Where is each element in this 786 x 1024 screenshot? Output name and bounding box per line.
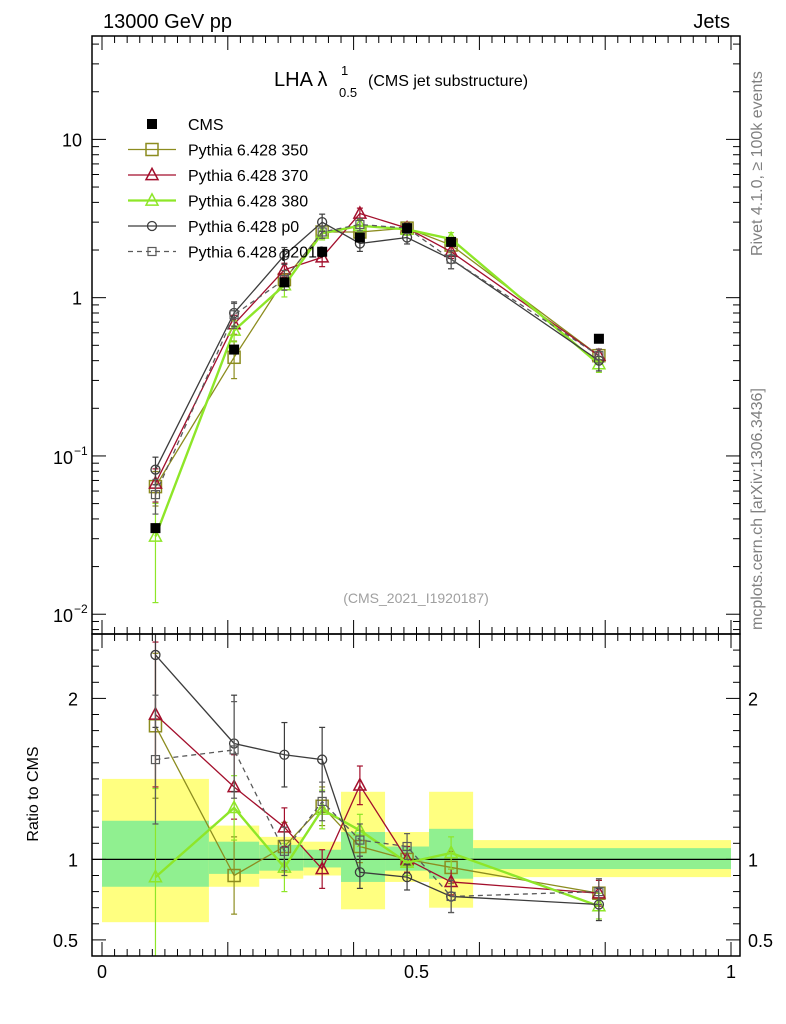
y-tick-label-exp: −2: [74, 602, 88, 616]
title-sup: 1: [341, 63, 348, 78]
series-line: [154, 212, 600, 484]
series-line: [154, 227, 600, 487]
ratio-series-point: [352, 777, 368, 791]
y-tick-label: 10: [53, 606, 73, 626]
ratio-series-point: [229, 745, 239, 755]
header-right: Jets: [693, 11, 730, 33]
title-rest: (CMS jet substructure): [368, 73, 528, 90]
ratio-series-line: [154, 654, 599, 906]
title-main: LHA λ: [274, 69, 327, 91]
ratio-series-point: [227, 868, 241, 883]
series-point: [226, 322, 242, 336]
cms-data-point: [279, 277, 290, 288]
header-left: 13000 GeV pp: [103, 11, 232, 33]
title-sub: 0.5: [339, 85, 357, 100]
y-tick-label: 10: [62, 130, 82, 150]
legend-marker: [145, 142, 159, 157]
legend-label: Pythia 6.428 p0: [188, 219, 299, 236]
series-point: [279, 250, 290, 261]
series-point: [150, 464, 161, 475]
legend-marker: [146, 220, 158, 232]
ratio-series-point: [148, 868, 163, 883]
ratio-axis-ticks: 2 2 1 1 0.5 0.5: [53, 634, 773, 956]
ratio-series-point: [226, 799, 242, 814]
ratio-series-point: [401, 871, 413, 883]
main-content: [148, 205, 607, 604]
ratio-panel: 2 2 1 1 0.5 0.5: [53, 633, 773, 957]
legend-label-cms: CMS: [188, 117, 224, 134]
y-tick-label-exp: −1: [74, 444, 88, 458]
cms-data-point: [229, 344, 240, 355]
legend: CMS Pythia 6.428 350 Pythia 6.428 370 Pythi…: [128, 117, 326, 262]
ratio-y-tick-label: 2: [68, 689, 78, 709]
legend-marker-cms: [147, 119, 157, 129]
series-line: [154, 223, 600, 495]
legend-label: Pythia 6.428 350: [188, 143, 308, 160]
cms-data-point: [354, 232, 365, 243]
ratio-series-point: [354, 867, 366, 878]
legend-marker: [144, 192, 160, 206]
series-point: [317, 227, 327, 237]
legend-marker: [144, 166, 160, 181]
side-label-mcplots: mcplots.cern.ch [arXiv:1306.3436]: [749, 388, 766, 630]
cms-data-point: [402, 223, 413, 234]
series-point: [355, 219, 365, 230]
ratio-series-point: [443, 844, 459, 859]
legend-label: Pythia 6.428 370: [188, 168, 308, 185]
cms-data-point: [150, 523, 161, 534]
chart-title: LHA λ 1 0.5 (CMS jet substructure): [274, 63, 528, 100]
ratio-series-point: [314, 860, 330, 875]
ratio-content: [92, 634, 740, 956]
ratio-series-point: [316, 754, 328, 765]
ratio-ylabel: Ratio to CMS: [25, 746, 42, 841]
cms-data-point: [317, 246, 328, 257]
x-tick-label: 1: [726, 962, 736, 982]
ratio-series-line: [155, 749, 599, 898]
ratio-series-point: [317, 796, 327, 807]
x-tick-label: 0.5: [404, 962, 429, 982]
legend-label: Pythia 6.428 380: [188, 194, 308, 211]
ratio-y-tick-label: 1: [68, 850, 78, 870]
x-tick-label: 0: [97, 962, 107, 982]
ratio-series-point: [355, 835, 365, 845]
series-point: [594, 351, 604, 361]
y-tick-label: 10: [53, 448, 73, 468]
series-point: [229, 310, 239, 320]
series-point: [150, 489, 161, 500]
ratio-series-line: [155, 714, 599, 894]
ratio-series-point: [594, 886, 604, 897]
watermark: (CMS_2021_I1920187): [343, 590, 489, 606]
side-label-rivet: Rivet 4.1.0, ≥ 100k events: [749, 71, 766, 256]
svg-text:LHA λ: LHA λ: [274, 69, 327, 91]
series-line: [154, 224, 600, 537]
cms-data-point: [446, 236, 457, 247]
x-tick-labels: 0 0.5 1: [97, 962, 736, 982]
ratio-series-point: [150, 649, 161, 661]
series-line: [154, 221, 600, 470]
ratio-series-point: [402, 841, 412, 852]
y-tick-label: 1: [72, 289, 82, 309]
legend-marker: [147, 246, 157, 257]
band-inner: [473, 848, 731, 870]
ratio-series-point: [446, 891, 456, 902]
legend-label: Pythia 6.428 p2010: [188, 245, 326, 262]
cms-data-point: [593, 333, 604, 344]
ratio-series-point: [150, 754, 161, 765]
ratio-y-tick-label-right: 0.5: [748, 931, 773, 951]
ratio-y-tick-label-right: 1: [748, 850, 758, 870]
ratio-y-tick-label-right: 2: [748, 689, 758, 709]
ratio-series-point: [279, 749, 290, 760]
ratio-y-tick-label: 0.5: [53, 931, 78, 951]
ratio-series-point: [279, 846, 290, 856]
series-point: [148, 528, 163, 542]
series-point: [446, 254, 456, 264]
